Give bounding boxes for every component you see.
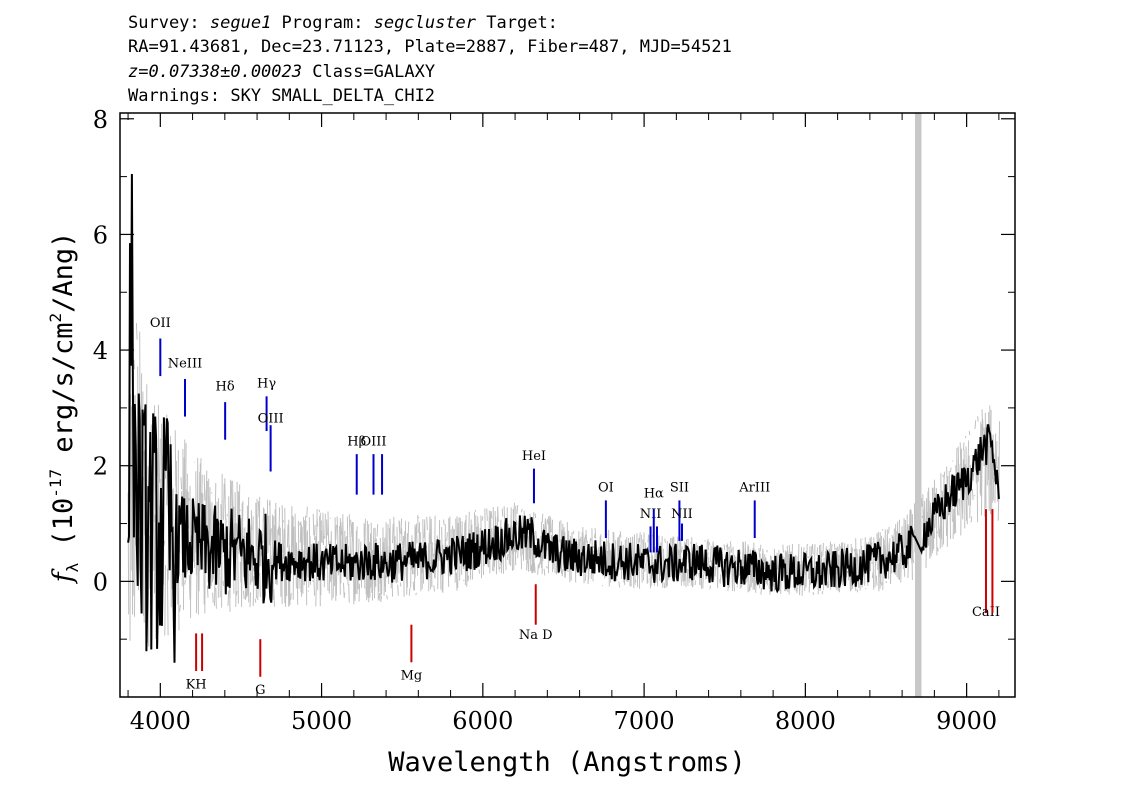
emission-line-label: NII [640, 507, 662, 522]
y-label-post: /Ang) [48, 232, 79, 313]
header-line3: z=0.07338±0.00023 Class=GALAXY [128, 62, 435, 82]
y-label-pre: (10 [48, 498, 79, 563]
y-tick-label: 8 [93, 106, 108, 134]
emission-line-label: OIII [360, 434, 386, 449]
y-tick-label: 0 [93, 568, 108, 596]
emission-line-label: Hα [644, 487, 664, 502]
emission-line-label: OIII [258, 411, 284, 426]
absorption-line-label: Na D [519, 628, 553, 643]
emission-line-label: SII [670, 481, 689, 496]
masked-band-layer [915, 113, 922, 697]
y-tick-label: 4 [93, 337, 108, 365]
y-label-exp2: 2 [46, 313, 65, 323]
x-tick-label: 8000 [775, 707, 836, 735]
survey-label: Survey: [128, 13, 210, 33]
emission-line-label: Hδ [216, 380, 235, 395]
x-tick-label: 4000 [130, 707, 191, 735]
header-line2: RA=91.43681, Dec=23.71123, Plate=2887, F… [128, 37, 732, 57]
masked-band [915, 113, 922, 697]
absorption-line-label: G [255, 683, 265, 698]
emission-line-label: Hγ [257, 377, 276, 392]
x-tick-label: 9000 [936, 707, 997, 735]
series-flux [127, 173, 1000, 663]
x-axis-label: Wavelength (Angstroms) [388, 747, 746, 778]
header-line1: Survey: segue1 Program: segcluster Targe… [128, 13, 558, 33]
x-tick-label: 7000 [614, 707, 675, 735]
redshift-value: z=0.07338±0.00023 [128, 62, 302, 82]
x-tick-label: 6000 [452, 707, 513, 735]
program-label: Program: [271, 13, 373, 33]
plot-frame [119, 112, 1016, 698]
y-label-mid: erg/s/cm [48, 323, 79, 469]
y-tick-label: 6 [93, 221, 108, 249]
emission-line-label: OI [598, 481, 614, 496]
emission-line-label: NeIII [168, 356, 202, 371]
header-block: Survey: segue1 Program: segcluster Targe… [128, 13, 732, 106]
emission-line-label: ArIII [738, 481, 770, 496]
y-label-exp: -17 [46, 469, 65, 498]
emission-line-label: NII [671, 507, 693, 522]
axes-layer: 4000 5000 6000 7000 8000 9000 0 2 4 6 8 [93, 106, 1016, 735]
y-tick-label: 2 [93, 453, 108, 481]
target-label: Target: [476, 13, 558, 33]
x-tick-label: 5000 [291, 707, 352, 735]
absorption-line-label: Mg [401, 669, 423, 684]
flux-line-layer [127, 173, 1000, 663]
series-error [127, 322, 1000, 647]
absorption-line-label: CaII [972, 605, 1000, 620]
y-label-sub: λ [63, 562, 82, 572]
emission-line-label: HeI [522, 449, 546, 464]
emission-line-label: OII [150, 316, 171, 331]
header-line4: Warnings: SKY SMALL_DELTA_CHI2 [128, 86, 435, 106]
y-axis-label: fλ (10-17 erg/s/cm2/Ang) [46, 232, 82, 585]
absorption-line-label: KH [186, 677, 207, 692]
error-band-layer [127, 322, 1000, 647]
program-value: segcluster [374, 13, 477, 33]
emission-line-label: Hβ [347, 434, 366, 449]
class-value: Class=GALAXY [302, 62, 435, 82]
survey-value: segue1 [210, 13, 271, 33]
